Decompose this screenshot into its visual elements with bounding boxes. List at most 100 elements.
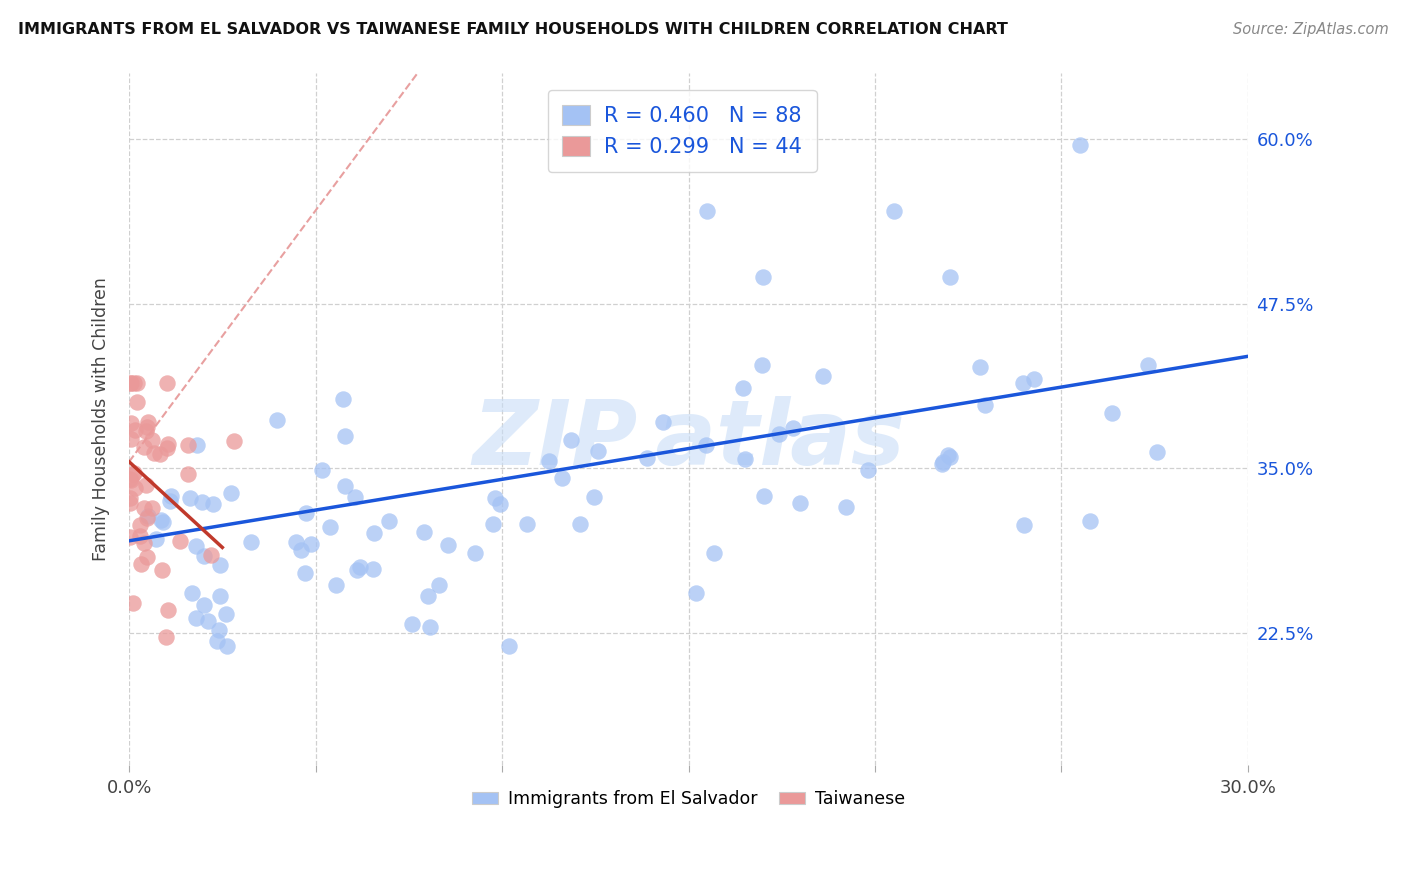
Point: [936, 448, 959, 462]
Legend: Immigrants from El Salvador, Taiwanese: Immigrants from El Salvador, Taiwanese: [465, 783, 912, 815]
Point: [125, 395, 148, 409]
Point: [652, 415, 675, 429]
Point: [150, 564, 173, 578]
Point: [733, 381, 755, 395]
Point: [782, 421, 804, 435]
Point: [1069, 138, 1091, 153]
Point: [295, 507, 318, 521]
Point: [186, 539, 208, 553]
Point: [1011, 376, 1033, 390]
Point: [157, 437, 180, 451]
Point: [969, 359, 991, 374]
Point: [124, 481, 146, 495]
Point: [437, 538, 460, 552]
Point: [752, 489, 775, 503]
Point: [135, 477, 157, 491]
Point: [208, 558, 231, 572]
Point: [145, 533, 167, 547]
Point: [155, 630, 177, 644]
Point: [1101, 405, 1123, 419]
Point: [128, 518, 150, 533]
Point: [973, 398, 995, 412]
Point: [931, 455, 953, 469]
Point: [132, 536, 155, 550]
Point: [159, 493, 181, 508]
Point: [1146, 445, 1168, 459]
Point: [222, 434, 245, 449]
Point: [152, 515, 174, 529]
Text: ZIP atlas: ZIP atlas: [472, 396, 905, 483]
Point: [156, 441, 179, 455]
Point: [412, 524, 434, 539]
Point: [120, 530, 142, 544]
Point: [120, 432, 142, 446]
Point: [346, 563, 368, 577]
Point: [333, 479, 356, 493]
Point: [856, 463, 879, 477]
Point: [768, 426, 790, 441]
Point: [193, 549, 215, 563]
Point: [752, 270, 775, 285]
Point: [240, 534, 263, 549]
Point: [685, 586, 707, 600]
Point: [290, 543, 312, 558]
Point: [939, 450, 962, 464]
Point: [129, 558, 152, 572]
Point: [551, 471, 574, 485]
Point: [136, 415, 159, 429]
Point: [136, 511, 159, 525]
Point: [219, 485, 242, 500]
Point: [703, 546, 725, 560]
Point: [197, 615, 219, 629]
Point: [186, 611, 208, 625]
Y-axis label: Family Households with Children: Family Households with Children: [93, 277, 110, 561]
Point: [695, 438, 717, 452]
Point: [401, 617, 423, 632]
Point: [333, 429, 356, 443]
Point: [120, 472, 142, 486]
Point: [120, 376, 142, 390]
Point: [120, 474, 142, 488]
Point: [931, 457, 953, 471]
Text: Source: ZipAtlas.com: Source: ZipAtlas.com: [1233, 22, 1389, 37]
Point: [734, 452, 756, 467]
Point: [636, 450, 658, 465]
Point: [143, 446, 166, 460]
Point: [515, 516, 537, 531]
Point: [938, 270, 960, 285]
Point: [177, 467, 200, 481]
Point: [156, 376, 179, 390]
Point: [190, 494, 212, 508]
Point: [181, 585, 204, 599]
Point: [160, 489, 183, 503]
Point: [349, 560, 371, 574]
Point: [124, 423, 146, 437]
Point: [484, 491, 506, 505]
Point: [135, 419, 157, 434]
Point: [751, 358, 773, 372]
Point: [464, 546, 486, 560]
Point: [299, 537, 322, 551]
Point: [344, 491, 367, 505]
Point: [363, 526, 385, 541]
Point: [1137, 359, 1160, 373]
Point: [560, 434, 582, 448]
Point: [150, 513, 173, 527]
Point: [205, 634, 228, 648]
Point: [129, 529, 152, 543]
Point: [416, 590, 439, 604]
Point: [169, 533, 191, 548]
Point: [193, 598, 215, 612]
Point: [789, 496, 811, 510]
Point: [124, 376, 146, 390]
Point: [696, 204, 718, 219]
Point: [200, 549, 222, 563]
Point: [121, 467, 143, 481]
Point: [215, 607, 238, 621]
Point: [215, 639, 238, 653]
Point: [149, 446, 172, 460]
Point: [311, 463, 333, 477]
Point: [1012, 517, 1035, 532]
Point: [285, 535, 308, 549]
Point: [419, 619, 441, 633]
